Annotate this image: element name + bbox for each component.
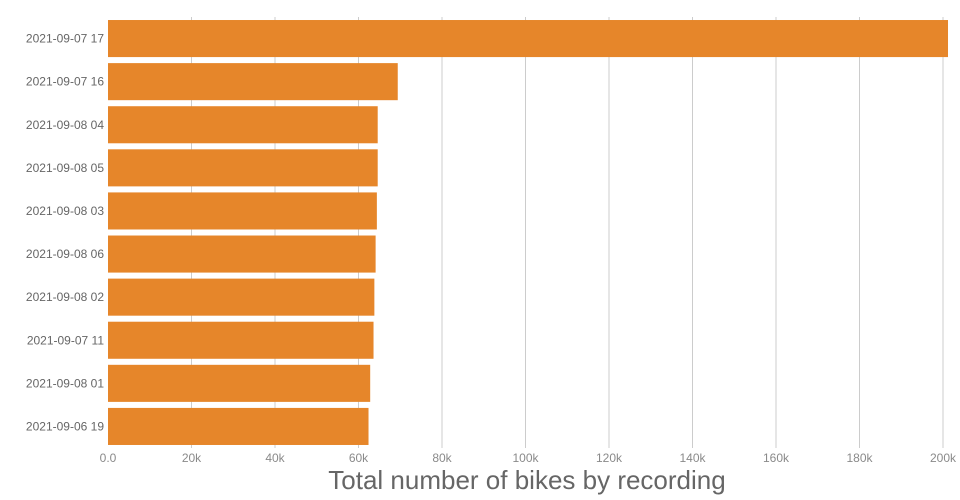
- category-label: 2021-09-08 03: [26, 204, 104, 218]
- category-label: 2021-09-07 16: [26, 75, 104, 89]
- bar: [108, 278, 375, 316]
- x-axis-title: Total number of bikes by recording: [328, 465, 725, 495]
- x-tick-label: 0.0: [100, 451, 117, 465]
- category-label: 2021-09-08 04: [26, 118, 104, 132]
- x-tick-label: 180k: [846, 451, 873, 465]
- bar: [108, 364, 371, 402]
- category-label: 2021-09-08 01: [26, 376, 104, 390]
- bars: [108, 20, 949, 445]
- bar: [108, 106, 378, 144]
- x-tick-label: 200k: [930, 451, 957, 465]
- x-tick-label: 160k: [763, 451, 790, 465]
- category-label: 2021-09-07 17: [26, 32, 104, 46]
- x-tick-label: 80k: [432, 451, 452, 465]
- x-tick-label: 100k: [512, 451, 539, 465]
- bar: [108, 63, 398, 101]
- bar: [108, 20, 949, 58]
- x-tick-label: 60k: [349, 451, 369, 465]
- bar: [108, 149, 378, 187]
- bar: [108, 192, 377, 230]
- x-tick-label: 140k: [679, 451, 706, 465]
- category-label: 2021-09-07 11: [27, 333, 105, 347]
- x-tick-labels: 0.0 20k 40k 60k 80k 100k 120k 140k 160k 180k 200k: [100, 451, 957, 465]
- bar: [108, 321, 374, 359]
- category-label: 2021-09-08 02: [26, 290, 104, 304]
- x-tick-label: 40k: [265, 451, 285, 465]
- bar: [108, 235, 376, 273]
- x-tick-label: 120k: [596, 451, 623, 465]
- category-labels: 2021-09-07 17 2021-09-07 16 2021-09-08 04 2…: [26, 32, 104, 434]
- category-label: 2021-09-08 05: [26, 161, 104, 175]
- category-label: 2021-09-08 06: [26, 247, 104, 261]
- bar: [108, 407, 369, 445]
- x-tick-label: 20k: [182, 451, 202, 465]
- category-label: 2021-09-06 19: [26, 419, 104, 433]
